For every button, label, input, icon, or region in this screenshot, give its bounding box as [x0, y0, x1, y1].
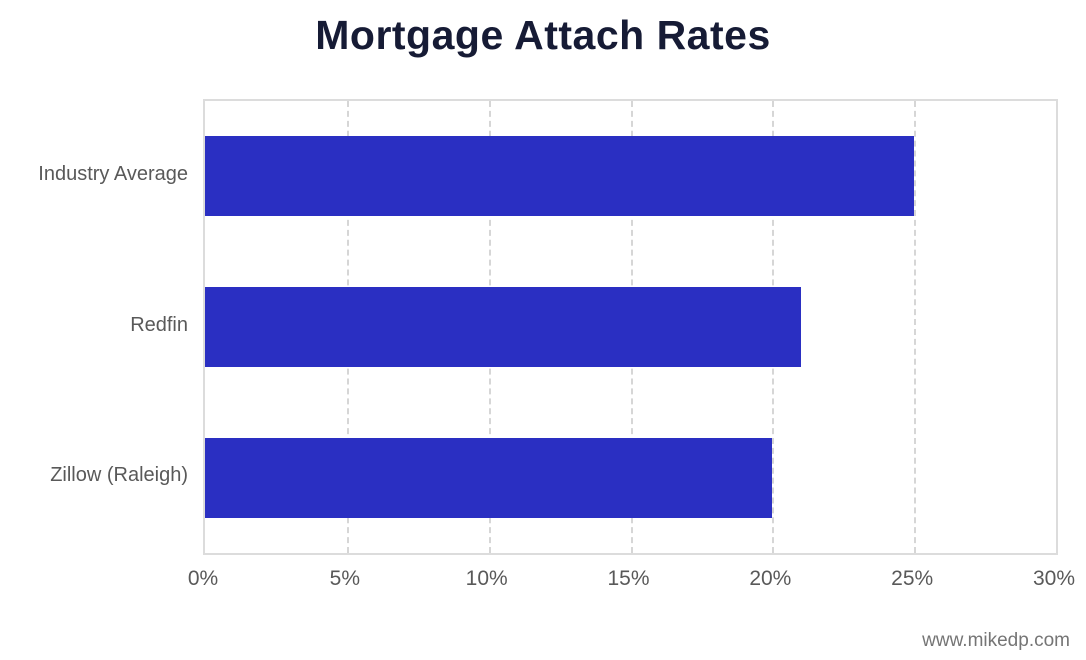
- x-tick-label: 0%: [187, 567, 219, 590]
- x-axis-labels: 0% 5% 10% 15% 20% 25% 30%: [188, 567, 1075, 597]
- y-axis-labels: Industry Average Redfin Zillow (Raleigh): [0, 99, 188, 551]
- x-tick-label: 5%: [329, 567, 361, 590]
- bar-rows: [205, 101, 1056, 553]
- x-tick-label: 30%: [1032, 567, 1076, 590]
- bar-row: [205, 252, 1056, 403]
- y-label: Zillow (Raleigh): [50, 464, 188, 487]
- plot-area: [203, 99, 1058, 555]
- bar-row: [205, 101, 1056, 252]
- x-tick-label: 25%: [891, 567, 934, 590]
- bar-zillow-raleigh: [205, 437, 773, 518]
- x-tick-label: 10%: [465, 567, 508, 590]
- chart-title: Mortgage Attach Rates: [315, 12, 771, 58]
- y-label: Redfin: [130, 313, 188, 336]
- watermark: www.mikedp.com: [922, 630, 1070, 651]
- gridline: [914, 101, 917, 553]
- bar-redfin: [205, 287, 801, 367]
- y-label: Industry Average: [38, 162, 188, 185]
- x-tick-label: 20%: [749, 567, 792, 590]
- x-tick-label: 15%: [607, 567, 650, 590]
- bar-industry-average: [205, 136, 915, 217]
- bar-row: [205, 402, 1056, 553]
